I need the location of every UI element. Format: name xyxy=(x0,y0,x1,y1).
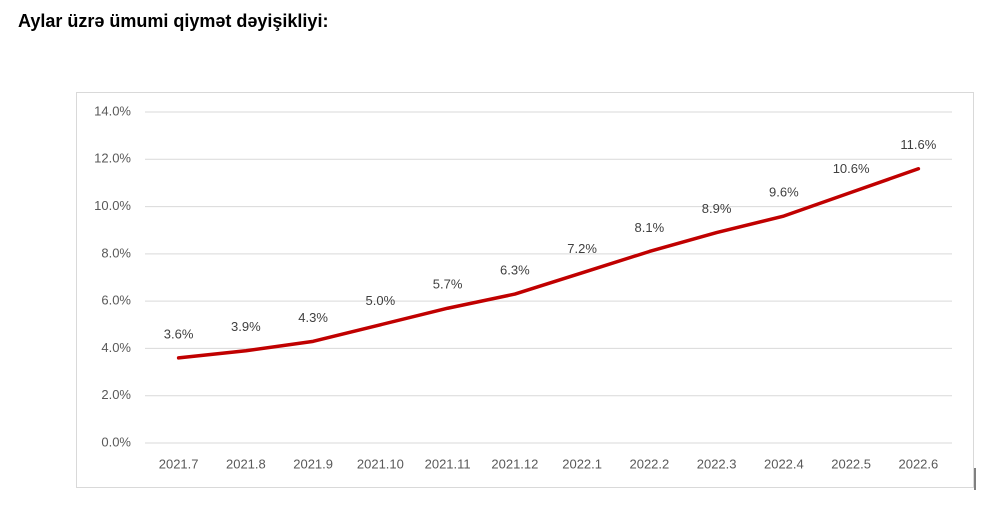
data-line xyxy=(176,166,921,360)
value-label: 5.0% xyxy=(366,293,396,308)
value-label: 10.6% xyxy=(833,161,870,176)
y-tick-label: 6.0% xyxy=(101,293,131,308)
value-label: 7.2% xyxy=(567,241,597,256)
y-tick-label: 2.0% xyxy=(101,387,131,402)
x-tick-label: 2022.1 xyxy=(562,456,602,471)
x-tick-label: 2021.9 xyxy=(293,456,333,471)
value-label: 5.7% xyxy=(433,277,463,292)
x-tick-label: 2021.12 xyxy=(491,456,538,471)
value-label: 3.6% xyxy=(164,326,194,341)
chart-title: Aylar üzrə ümumi qiymət dəyişikliyi: xyxy=(18,11,328,31)
value-label: 9.6% xyxy=(769,184,799,199)
x-tick-label: 2022.6 xyxy=(898,456,938,471)
value-label: 11.6% xyxy=(900,137,936,152)
y-tick-label: 0.0% xyxy=(101,434,131,449)
x-tick-label: 2022.4 xyxy=(764,456,804,471)
value-label: 8.9% xyxy=(702,201,732,216)
y-tick-label: 12.0% xyxy=(94,151,131,166)
x-tick-label: 2021.8 xyxy=(226,456,266,471)
y-tick-label: 10.0% xyxy=(94,198,131,213)
x-tick-label: 2022.3 xyxy=(697,456,737,471)
x-tick-label: 2021.11 xyxy=(425,456,471,471)
y-tick-label: 14.0% xyxy=(94,103,131,118)
y-tick-label: 8.0% xyxy=(101,245,131,260)
value-label: 3.9% xyxy=(231,319,261,334)
value-label: 6.3% xyxy=(500,262,530,277)
x-tick-label: 2021.7 xyxy=(159,456,199,471)
x-tick-label: 2022.2 xyxy=(629,456,669,471)
value-label: 8.1% xyxy=(635,220,665,235)
y-tick-label: 4.0% xyxy=(101,340,131,355)
value-label: 4.3% xyxy=(298,310,328,325)
x-tick-label: 2021.10 xyxy=(357,456,404,471)
x-tick-label: 2022.5 xyxy=(831,456,871,471)
